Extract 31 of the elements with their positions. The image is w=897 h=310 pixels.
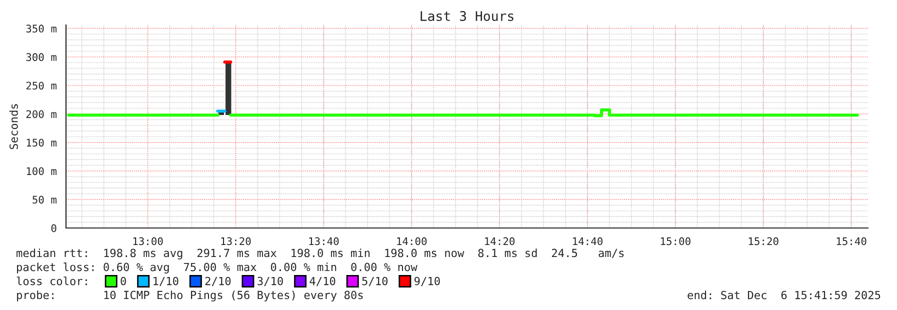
text: median rtt: 198.8 ms avg 291.7 ms max 198.0 ms min 198.0 ms now 8.1 ms sd 24.5 am/s [16,248,624,260]
x-tick-label: 14:20 [485,237,515,246]
y-tick-label: 150 m [26,138,56,147]
y-tick-label: 300 m [26,53,56,62]
x-tick-label: 13:20 [221,237,251,246]
y-tick-label: 0 [51,224,56,232]
legend-label: 0 [120,276,126,286]
y-axis-title: Seconds [9,104,18,150]
y-tick-label: 100 m [26,167,56,176]
y-tick-label: 50 m [32,196,56,204]
legend-label: 3/10 [258,276,283,286]
x-tick-label: 15:40 [836,237,866,246]
x-tick-label: 13:40 [309,237,339,246]
legend-label: 5/10 [362,276,388,286]
legend-label: 4/10 [310,276,336,286]
legend-label: 2/10 [205,276,231,286]
x-tick-label: 15:00 [660,237,690,246]
legend-label: 9/10 [414,276,440,286]
y-tick-label: 250 m [26,82,56,90]
legend-title: loss color: [16,276,87,286]
y-tick-label: 200 m [26,110,56,118]
x-tick-label: 14:40 [573,237,602,246]
x-tick-label: 14:00 [397,237,427,246]
text: end: Sat Dec 6 15:41:59 2025 [688,290,880,300]
text: probe: 10 ICMP Echo Pings (56 Bytes) every 80s [17,290,363,302]
x-tick-label: 15:20 [748,237,778,246]
x-tick-label: 13:00 [133,237,163,246]
chart-title: Last 3 Hours [420,11,514,22]
text: packet loss: 0.60 % avg 75.00 % max 0.00 % min 0.00 % now [17,262,418,274]
y-tick-label: 350 m [26,24,56,33]
legend-label: 1/10 [154,276,178,286]
